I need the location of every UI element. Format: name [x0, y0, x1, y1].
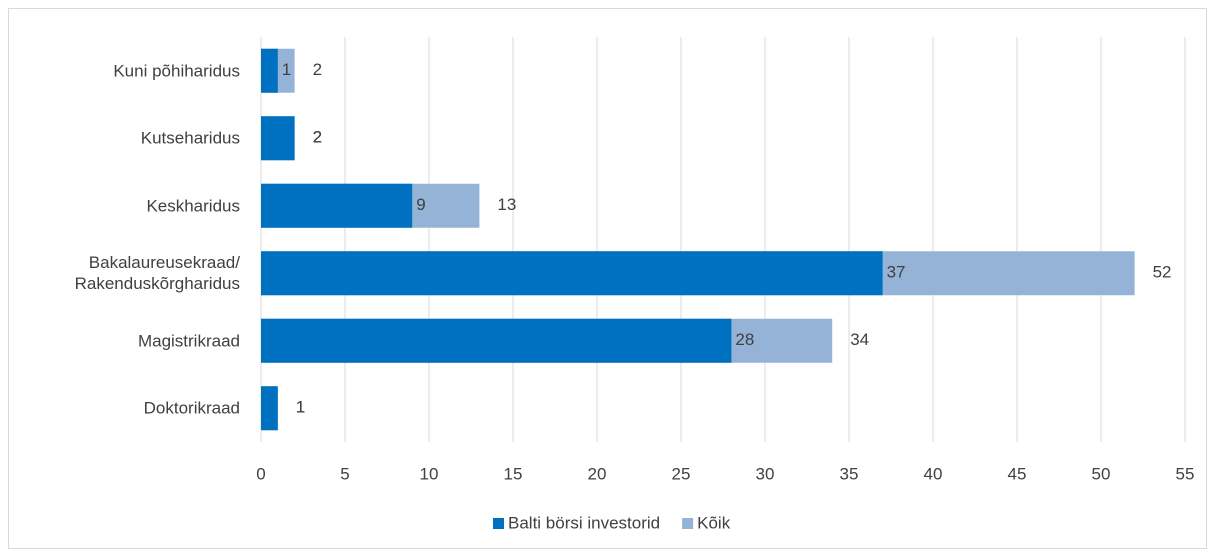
x-tick-label: 30	[756, 464, 775, 483]
chart-border	[8, 8, 1207, 549]
bar	[261, 318, 732, 363]
legend-swatch	[493, 518, 504, 529]
y-tick-label: Kuni põhiharidus	[113, 61, 240, 81]
x-tick-label: 15	[504, 464, 523, 483]
legend-label: Kõik	[697, 513, 731, 532]
x-tick-label: 20	[588, 464, 607, 483]
data-label: 34	[850, 330, 869, 349]
x-tick-label: 10	[420, 464, 439, 483]
bar	[261, 183, 413, 228]
x-tick-label: 40	[924, 464, 943, 483]
data-label: 1	[282, 60, 291, 79]
data-label: 1	[296, 398, 305, 417]
legend-swatch	[682, 518, 694, 529]
x-tick-label: 25	[672, 464, 691, 483]
data-label: 28	[735, 330, 754, 349]
bar	[261, 251, 883, 296]
data-label: 13	[497, 195, 516, 214]
y-tick-label: Doktorikraad	[143, 398, 240, 418]
x-tick-label: 5	[340, 464, 349, 483]
y-tick-label: Bakalaureusekraad/ Rakenduskõrgharidus	[74, 253, 240, 294]
data-label: 52	[1153, 263, 1172, 282]
legend-label: Balti börsi investorid	[508, 513, 660, 532]
x-tick-label: 35	[840, 464, 859, 483]
bar	[261, 116, 295, 161]
data-label: 1	[296, 398, 305, 417]
data-label: 2	[313, 128, 322, 147]
y-tick-label: Kutseharidus	[140, 128, 240, 148]
data-label: 2	[313, 60, 322, 79]
y-tick-label: Magistrikraad	[137, 331, 240, 351]
data-label: 2	[313, 128, 322, 147]
x-tick-label: 50	[1092, 464, 1111, 483]
y-tick-label: Keskharidus	[146, 196, 240, 216]
bar	[261, 48, 278, 93]
data-label: 37	[887, 263, 906, 282]
bar	[261, 386, 278, 431]
x-tick-label: 45	[1008, 464, 1027, 483]
x-tick-label: 0	[256, 464, 265, 483]
data-label: 9	[416, 195, 425, 214]
x-tick-label: 55	[1176, 464, 1195, 483]
